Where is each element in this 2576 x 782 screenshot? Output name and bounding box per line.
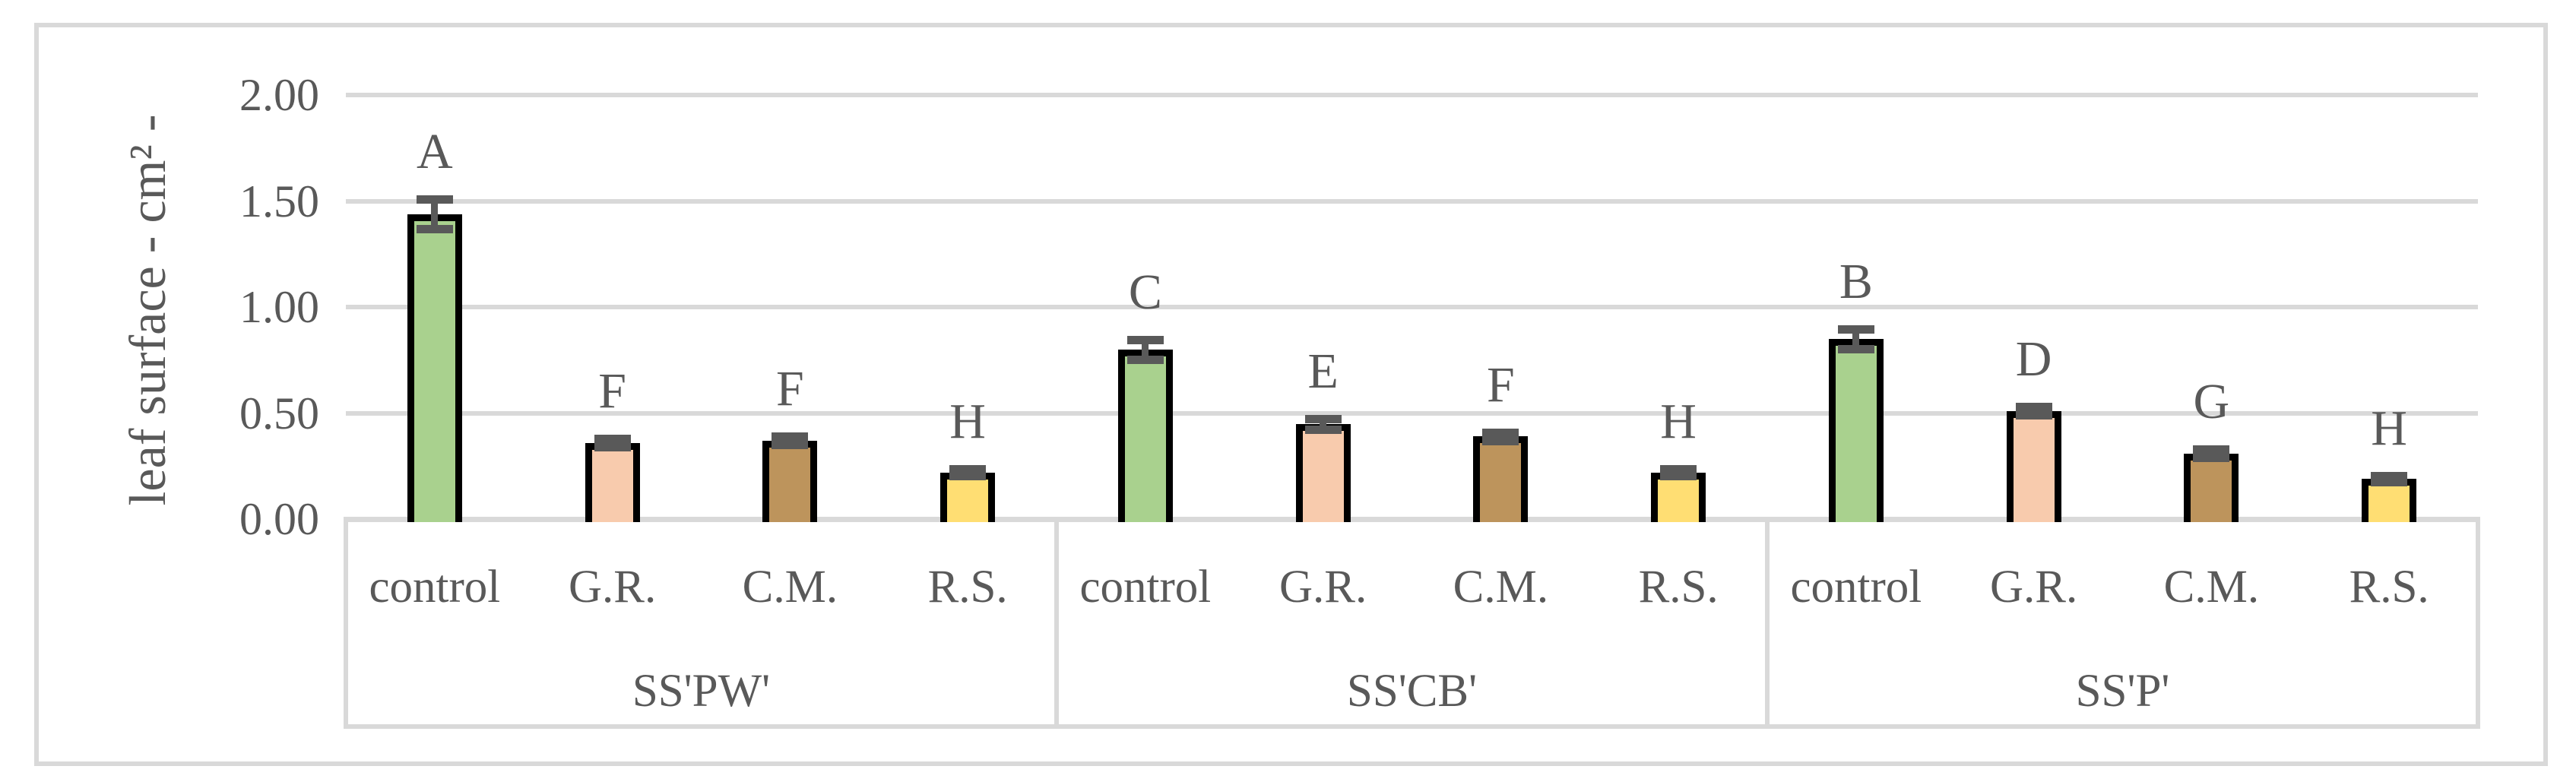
gridline xyxy=(346,305,2478,310)
error-bar-cap-bottom xyxy=(1482,436,1519,445)
group-label: SS'PW' xyxy=(632,666,771,717)
group-divider xyxy=(2476,517,2480,729)
category-label: control xyxy=(1079,562,1212,613)
bar xyxy=(762,440,818,522)
error-bar-cap-bottom xyxy=(1126,355,1164,364)
error-bar xyxy=(1142,340,1149,359)
category-label: R.S. xyxy=(2349,562,2429,613)
y-tick-label: 2.00 xyxy=(239,70,319,121)
error-bar-cap-top xyxy=(1482,428,1519,437)
error-bar-cap-top xyxy=(594,435,631,444)
significance-letter: F xyxy=(1487,356,1515,413)
bar xyxy=(2006,410,2061,522)
error-bar-cap-top xyxy=(1837,325,1874,334)
error-bar-cap-bottom xyxy=(2193,454,2230,463)
y-tick-label: 1.00 xyxy=(239,282,319,333)
group-label: SS'CB' xyxy=(1346,666,1478,717)
gridline xyxy=(346,93,2478,98)
bar xyxy=(1828,339,1884,522)
category-label: control xyxy=(1790,562,1922,613)
significance-letter: A xyxy=(417,124,453,179)
category-label: C.M. xyxy=(742,562,838,613)
error-bar-cap-bottom xyxy=(1304,425,1342,434)
category-label: G.R. xyxy=(569,562,657,613)
error-bar-cap-bottom xyxy=(772,441,809,450)
y-tick-label: 0.00 xyxy=(239,494,319,544)
category-label: R.S. xyxy=(927,562,1008,613)
significance-letter: D xyxy=(2015,331,2052,388)
group-divider xyxy=(344,517,348,729)
group-divider xyxy=(1054,517,1059,729)
error-bar-cap-top xyxy=(1304,414,1342,423)
error-bar-cap-top xyxy=(1126,336,1164,345)
significance-letter: G xyxy=(2193,373,2230,429)
error-bar-cap-bottom xyxy=(2371,478,2408,487)
bar xyxy=(585,442,640,522)
category-label: C.M. xyxy=(2163,562,2260,613)
figure-border xyxy=(34,23,2548,766)
error-bar-cap-top xyxy=(2193,445,2230,454)
y-tick-label: 1.50 xyxy=(239,176,319,226)
category-label: C.M. xyxy=(1453,562,1549,613)
category-label: control xyxy=(369,562,501,613)
category-label: G.R. xyxy=(1990,562,2078,613)
error-bar xyxy=(431,199,439,230)
significance-letter: E xyxy=(1307,343,1339,399)
significance-letter: C xyxy=(1128,264,1162,321)
significance-letter: H xyxy=(2371,400,2407,456)
y-tick-label: 0.50 xyxy=(239,388,319,438)
error-bar-cap-bottom xyxy=(2015,411,2052,420)
group-label: SS'P' xyxy=(2075,666,2170,717)
bar xyxy=(940,472,996,522)
error-bar-cap-top xyxy=(1660,465,1697,474)
category-label: G.R. xyxy=(1279,562,1367,613)
gridline xyxy=(346,410,2478,416)
error-bar xyxy=(1320,418,1327,429)
significance-letter: H xyxy=(949,394,986,450)
error-bar-cap-top xyxy=(416,195,453,204)
category-label: R.S. xyxy=(1638,562,1719,613)
significance-letter: F xyxy=(776,361,804,417)
error-bar-cap-top xyxy=(2371,471,2408,480)
error-bar-cap-top xyxy=(772,432,809,442)
table-bottom-border xyxy=(346,724,2478,729)
bar xyxy=(1473,436,1529,522)
error-bar-cap-bottom xyxy=(594,443,631,452)
error-bar-cap-bottom xyxy=(416,225,453,234)
bar xyxy=(407,214,462,522)
group-divider xyxy=(1765,517,1770,729)
significance-letter: H xyxy=(1660,394,1697,450)
x-axis-line xyxy=(346,517,2478,522)
error-bar-cap-bottom xyxy=(1837,344,1874,353)
bar xyxy=(1117,349,1173,522)
significance-letter: F xyxy=(598,363,626,419)
gridline xyxy=(346,198,2478,204)
error-bar-cap-bottom xyxy=(949,471,987,480)
error-bar-cap-top xyxy=(949,465,987,474)
error-bar xyxy=(1852,329,1860,349)
error-bar-cap-top xyxy=(2015,403,2052,412)
bar xyxy=(1295,423,1351,522)
bar xyxy=(2184,453,2239,522)
error-bar-cap-bottom xyxy=(1660,471,1697,480)
significance-letter: B xyxy=(1839,254,1873,310)
